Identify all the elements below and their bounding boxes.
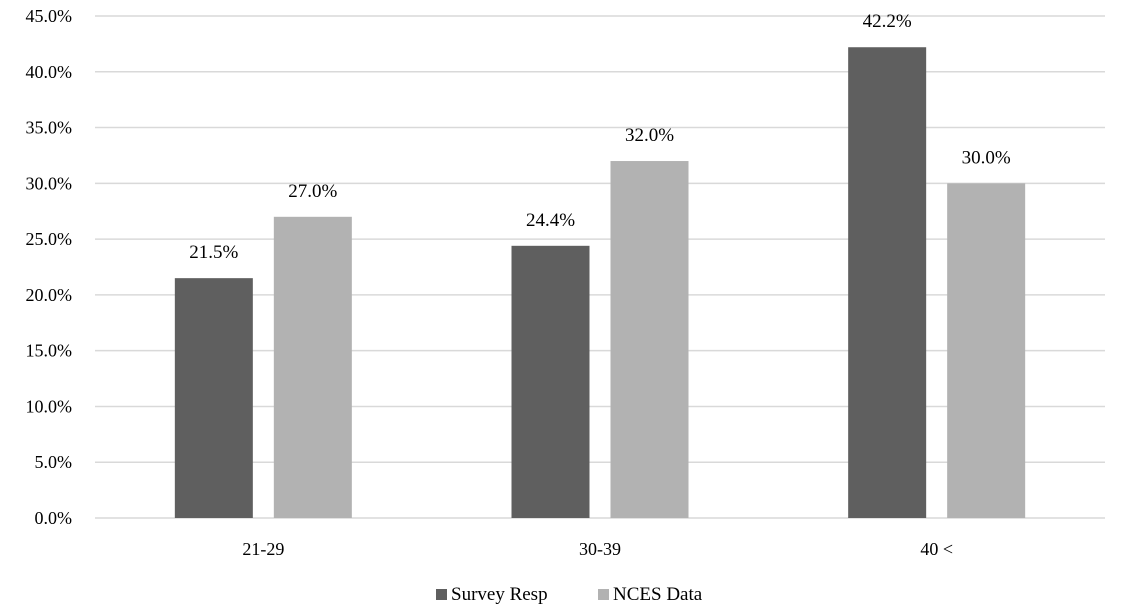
x-tick-label: 40 < bbox=[920, 539, 953, 559]
bar-survey-resp-21-29 bbox=[174, 278, 253, 518]
data-label: 32.0% bbox=[625, 125, 674, 146]
data-labels: 21.5% 27.0% 24.4% 32.0% 42.2% 30.0% bbox=[189, 11, 1011, 263]
bar-nces-data-30-39 bbox=[610, 161, 689, 518]
y-tick-label: 5.0% bbox=[35, 452, 73, 472]
y-tick-label: 30.0% bbox=[26, 173, 73, 193]
legend: Survey Resp NCES Data bbox=[436, 584, 703, 605]
legend-label-nces-data: NCES Data bbox=[613, 584, 703, 605]
data-label: 27.0% bbox=[288, 181, 337, 202]
y-tick-label: 10.0% bbox=[26, 396, 73, 416]
bar-survey-resp-30-39 bbox=[511, 245, 590, 518]
data-label: 24.4% bbox=[526, 210, 575, 231]
y-tick-label: 35.0% bbox=[26, 118, 73, 138]
data-label: 30.0% bbox=[962, 147, 1011, 168]
x-tick-label: 30-39 bbox=[579, 539, 621, 559]
legend-swatch-nces-data bbox=[598, 589, 609, 600]
data-label: 21.5% bbox=[189, 242, 238, 263]
x-tick-label: 21-29 bbox=[242, 539, 284, 559]
y-tick-label: 25.0% bbox=[26, 229, 73, 249]
gridlines bbox=[95, 15, 1105, 519]
y-tick-label: 40.0% bbox=[26, 62, 73, 82]
bar-survey-resp-40< bbox=[848, 47, 927, 518]
legend-swatch-survey-resp bbox=[436, 589, 447, 600]
bar-nces-data-40< bbox=[947, 183, 1026, 519]
x-axis-tick-labels: 21-29 30-39 40 < bbox=[242, 539, 953, 559]
y-tick-label: 15.0% bbox=[26, 341, 73, 361]
bars bbox=[174, 47, 1026, 519]
y-axis-tick-labels: 0.0% 5.0% 10.0% 15.0% 20.0% 25.0% 30.0% 35.0% 40… bbox=[26, 6, 73, 528]
y-tick-label: 0.0% bbox=[35, 508, 73, 528]
y-tick-label: 45.0% bbox=[26, 6, 73, 26]
bar-nces-data-21-29 bbox=[273, 216, 352, 519]
data-label: 42.2% bbox=[863, 11, 912, 32]
legend-label-survey-resp: Survey Resp bbox=[451, 584, 548, 605]
y-tick-label: 20.0% bbox=[26, 285, 73, 305]
